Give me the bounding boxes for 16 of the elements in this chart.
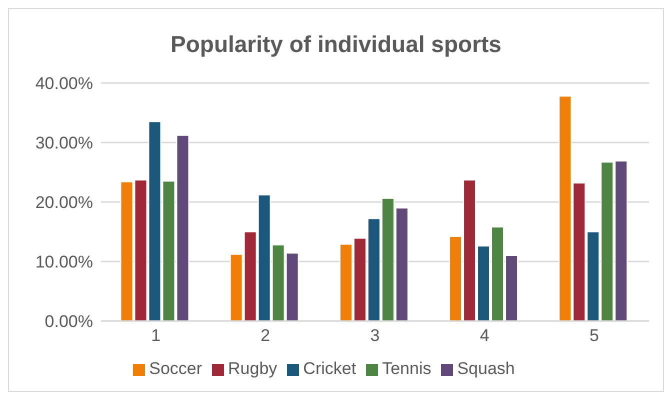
y-tick-label: 10.00%: [35, 252, 93, 272]
y-tick-label: 20.00%: [35, 193, 93, 212]
legend-label: Rugby: [228, 359, 278, 378]
y-tick-label: 40.00%: [35, 74, 93, 94]
y-tick-label: 30.00%: [35, 134, 93, 153]
x-tick-label: 3: [370, 326, 380, 346]
chart-title: Popularity of individual sports: [170, 30, 502, 59]
x-tick-label: 4: [480, 326, 490, 346]
x-tick-label: 5: [589, 326, 599, 346]
x-tick-label: 1: [151, 326, 161, 346]
legend-label: Cricket: [303, 359, 356, 378]
legend-label: Soccer: [149, 359, 202, 378]
y-tick-label: 0.00%: [44, 312, 93, 332]
legend-label: Tennis: [382, 359, 432, 378]
legend-label: Squash: [457, 359, 515, 378]
x-tick-label: 2: [260, 326, 270, 346]
